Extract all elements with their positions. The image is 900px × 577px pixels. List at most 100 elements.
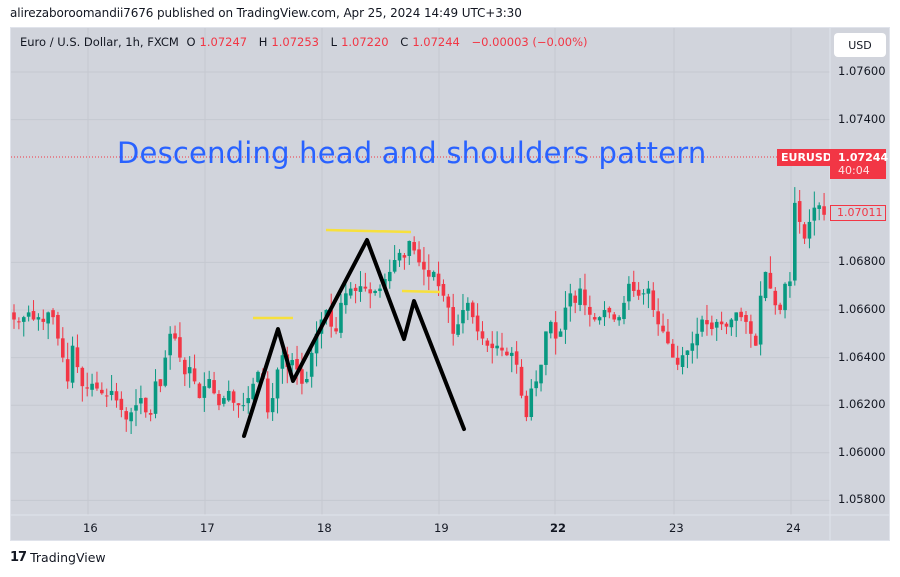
candle (21, 315, 26, 337)
candle (466, 297, 470, 321)
candle (666, 319, 670, 345)
candle (329, 293, 333, 338)
currency-button[interactable]: USD (834, 33, 886, 57)
candle (685, 350, 690, 369)
price-axis-label: 1.06400 (838, 349, 886, 364)
candle (290, 353, 294, 374)
candle (622, 295, 626, 325)
time-axis-label: 23 (669, 521, 684, 535)
level-line-head (325, 228, 412, 234)
candle (309, 343, 314, 388)
candle (661, 313, 665, 334)
time-axis-label: 22 (550, 521, 567, 535)
candle (714, 319, 719, 341)
candle (256, 370, 260, 384)
candle (451, 293, 455, 346)
candle (680, 346, 685, 375)
low-value: L 1.07220 (330, 35, 389, 49)
candle (612, 311, 617, 322)
candle (422, 247, 426, 286)
change-value: −0.00003 (−0.00%) (471, 35, 588, 49)
candle (207, 370, 211, 389)
candle (17, 317, 21, 330)
candle (119, 391, 124, 418)
candle (134, 389, 138, 427)
candle (749, 314, 753, 348)
candle (695, 317, 699, 359)
candle (763, 271, 768, 302)
candle (495, 331, 499, 356)
candle (778, 302, 782, 315)
candle (553, 311, 558, 355)
candle (534, 370, 538, 397)
head-shoulders-pattern-line[interactable] (242, 238, 466, 438)
candle (412, 236, 416, 255)
candle (724, 322, 729, 335)
symbol-price-tag: EURUSD (777, 149, 836, 166)
candle (305, 371, 309, 384)
candle (524, 390, 529, 422)
candle (675, 345, 680, 371)
brand-name: TradingView (30, 550, 106, 565)
candle (295, 345, 299, 385)
price-axis-label: 1.06200 (838, 397, 886, 412)
candle (363, 272, 368, 292)
candle (753, 333, 758, 346)
candle (178, 322, 182, 363)
candle (651, 282, 656, 317)
price-axis-label: 1.07400 (838, 111, 886, 126)
symbol-description: Euro / U.S. Dollar, 1h, FXCM (20, 35, 179, 49)
candle (26, 305, 31, 322)
candle (163, 350, 168, 388)
candle (539, 364, 543, 392)
price-axis-label: 1.05800 (838, 492, 886, 507)
candle (456, 314, 460, 338)
candle (671, 339, 675, 358)
candle (431, 270, 436, 281)
candle (70, 336, 75, 389)
candle (104, 388, 109, 408)
price-axis-label: 1.06800 (838, 254, 886, 269)
candle (392, 245, 397, 274)
candle (817, 202, 821, 221)
candle (822, 192, 826, 221)
candle (173, 325, 177, 341)
candle (407, 240, 412, 265)
candle (514, 341, 519, 374)
candle (558, 328, 563, 337)
candle (231, 389, 236, 411)
candle (441, 279, 446, 302)
pattern-annotation-text[interactable]: Descending head and shoulders pattern (117, 136, 707, 170)
chart-frame[interactable] (10, 27, 890, 541)
candle (470, 300, 475, 324)
candle (636, 282, 641, 300)
time-axis-label: 17 (200, 521, 215, 535)
candle (544, 331, 548, 376)
candle (509, 347, 514, 373)
candle (139, 385, 143, 415)
candle (700, 315, 704, 337)
candle (719, 311, 724, 331)
candle (710, 315, 714, 336)
candle (353, 283, 358, 304)
open-value: O 1.07247 (186, 35, 248, 49)
candle (148, 409, 153, 422)
candle (212, 371, 216, 395)
candle (183, 357, 187, 387)
tradingview-logo-icon: 17 (10, 550, 27, 565)
candle (387, 259, 392, 289)
candle (192, 354, 197, 385)
candle (768, 256, 773, 289)
price-axis-label: 1.06000 (838, 444, 886, 459)
candle (617, 315, 621, 326)
candle (656, 298, 660, 336)
candle (427, 254, 431, 291)
prev-close-tag: 1.07011 (830, 205, 886, 221)
time-axis-label: 19 (434, 521, 449, 535)
candle (485, 338, 490, 352)
candle (158, 379, 163, 393)
candle (275, 367, 280, 414)
candle (348, 282, 353, 299)
